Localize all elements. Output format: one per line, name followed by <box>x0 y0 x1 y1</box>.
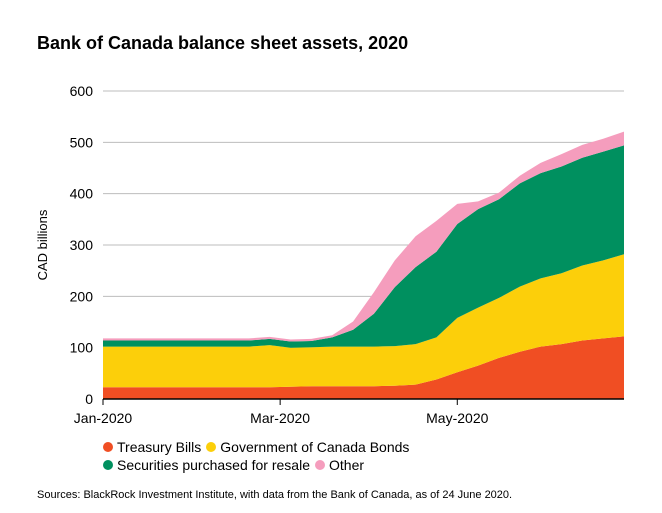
x-tick-label-jan-2020: Jan-2020 <box>74 410 133 426</box>
x-tick-label-may-2020: May-2020 <box>426 410 488 426</box>
area-securities-purchased-for-resale <box>103 145 624 348</box>
y-tick-label-0: 0 <box>85 391 93 407</box>
y-axis-ticks: 0 100 200 300 400 500 600 <box>70 83 94 407</box>
source-note: Sources: BlackRock Investment Institute,… <box>37 489 513 501</box>
legend-swatch-treasury-bills <box>103 442 113 452</box>
chart-title: Bank of Canada balance sheet assets, 202… <box>37 33 409 53</box>
legend-label-securities-resale: Securities purchased for resale <box>117 457 310 473</box>
legend-item-other: Other <box>315 456 364 474</box>
legend-row-2: Securities purchased for resale Other <box>103 456 414 474</box>
y-tick-label-200: 200 <box>70 288 94 304</box>
x-tick-label-mar-2020: Mar-2020 <box>250 410 310 426</box>
legend-item-treasury-bills: Treasury Bills <box>103 438 201 456</box>
legend-swatch-other <box>315 460 325 470</box>
y-axis-label: CAD billions <box>35 209 50 280</box>
legend-label-government-bonds: Government of Canada Bonds <box>220 439 410 455</box>
x-axis-ticks: Jan-2020 Mar-2020 May-2020 <box>74 399 489 426</box>
legend-item-securities-resale: Securities purchased for resale <box>103 456 310 474</box>
legend-label-other: Other <box>329 457 365 473</box>
legend-swatch-government-bonds <box>206 442 217 452</box>
legend-item-government-bonds: Government of Canada Bonds <box>206 438 409 456</box>
area-treasury-bills <box>103 336 624 399</box>
legend: Treasury Bills Government of Canada Bond… <box>103 438 414 474</box>
legend-swatch-securities-resale <box>103 460 113 470</box>
legend-row-1: Treasury Bills Government of Canada Bond… <box>103 438 414 456</box>
area-government-of-canada-bonds <box>103 254 624 388</box>
stacked-areas <box>103 131 624 399</box>
y-tick-label-400: 400 <box>70 186 94 202</box>
y-tick-label-500: 500 <box>70 134 94 150</box>
y-tick-label-300: 300 <box>70 237 94 253</box>
area-other <box>103 131 624 342</box>
y-tick-label-100: 100 <box>70 340 94 356</box>
legend-label-treasury-bills: Treasury Bills <box>117 439 202 455</box>
y-tick-label-600: 600 <box>70 83 94 99</box>
